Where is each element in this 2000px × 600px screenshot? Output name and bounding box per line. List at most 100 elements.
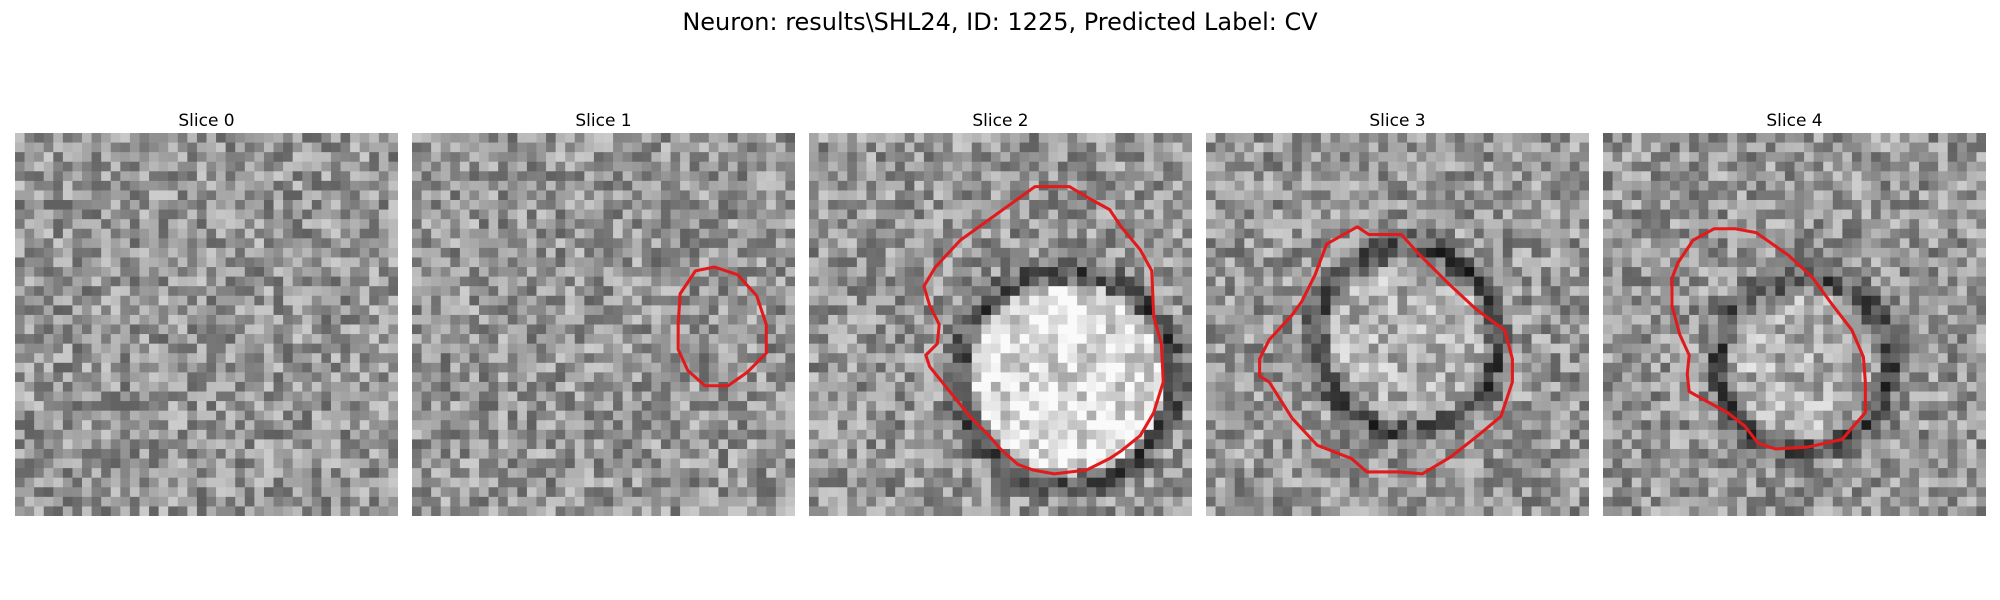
image-pixel [953,420,963,430]
image-pixel [914,200,924,210]
image-pixel [120,353,130,363]
image-pixel [1388,162,1398,172]
image-pixel [1173,248,1183,258]
image-pixel [159,257,169,267]
image-pixel [412,487,422,497]
image-pixel [508,487,518,497]
image-pixel [1311,152,1321,162]
image-pixel [661,219,671,229]
image-pixel [226,325,236,335]
image-pixel [584,229,594,239]
image-pixel [25,353,35,363]
image-pixel [120,181,130,191]
image-pixel [546,372,556,382]
image-pixel [331,286,341,296]
image-pixel [350,468,360,478]
image-pixel [671,219,681,229]
image-pixel [1263,171,1273,181]
image-pixel [379,171,389,181]
image-pixel [369,372,379,382]
image-pixel [379,238,389,248]
image-pixel [699,468,709,478]
image-pixel [412,162,422,172]
image-pixel [1115,420,1125,430]
image-pixel [369,420,379,430]
image-pixel [469,257,479,267]
image-pixel [1182,257,1192,267]
image-pixel [699,487,709,497]
image-pixel [809,363,819,373]
image-pixel [302,257,312,267]
image-pixel [517,315,527,325]
image-pixel [197,497,207,507]
image-pixel [895,229,905,239]
image-pixel [15,468,25,478]
image-pixel [82,420,92,430]
image-pixel [120,238,130,248]
image-pixel [469,219,479,229]
image-pixel [120,497,130,507]
image-pixel [1048,190,1058,200]
image-pixel [699,238,709,248]
image-pixel [1029,133,1039,143]
image-pixel [876,267,886,277]
image-pixel [1068,459,1078,469]
image-pixel [604,506,614,516]
image-pixel [738,449,748,459]
image-pixel [1135,497,1145,507]
image-pixel [718,305,728,315]
image-pixel [1173,449,1183,459]
image-pixel [388,133,398,143]
image-pixel [92,344,102,354]
image-pixel [556,449,566,459]
image-pixel [120,449,130,459]
image-pixel [1173,305,1183,315]
image-pixel [207,497,217,507]
image-pixel [72,344,82,354]
image-pixel [1029,382,1039,392]
image-pixel [341,171,351,181]
image-pixel [360,257,370,267]
image-pixel [924,430,934,440]
image-pixel [1163,459,1173,469]
image-pixel [293,305,303,315]
image-pixel [776,133,786,143]
image-pixel [556,344,566,354]
image-pixel [1001,248,1011,258]
image-pixel [546,497,556,507]
image-pixel [623,181,633,191]
image-pixel [699,219,709,229]
image-pixel [594,401,604,411]
image-pixel [886,420,896,430]
image-pixel [709,286,719,296]
image-pixel [1039,219,1049,229]
image-pixel [1058,430,1068,440]
image-pixel [847,439,857,449]
image-pixel [546,229,556,239]
image-pixel [293,267,303,277]
image-pixel [1182,190,1192,200]
image-pixel [226,382,236,392]
image-pixel [838,468,848,478]
image-pixel [245,439,255,449]
image-pixel [1058,143,1068,153]
image-pixel [379,190,389,200]
image-pixel [245,162,255,172]
image-pixel [187,401,197,411]
image-pixel [379,334,389,344]
image-pixel [1154,162,1164,172]
image-pixel [216,468,226,478]
image-pixel [341,181,351,191]
image-pixel [747,315,757,325]
image-pixel [651,315,661,325]
image-pixel [991,143,1001,153]
image-pixel [489,200,499,210]
image-pixel [546,468,556,478]
image-pixel [331,305,341,315]
image-pixel [680,219,690,229]
image-pixel [933,152,943,162]
image-pixel [1020,325,1030,335]
image-pixel [1378,143,1388,153]
image-pixel [699,152,709,162]
image-pixel [302,439,312,449]
